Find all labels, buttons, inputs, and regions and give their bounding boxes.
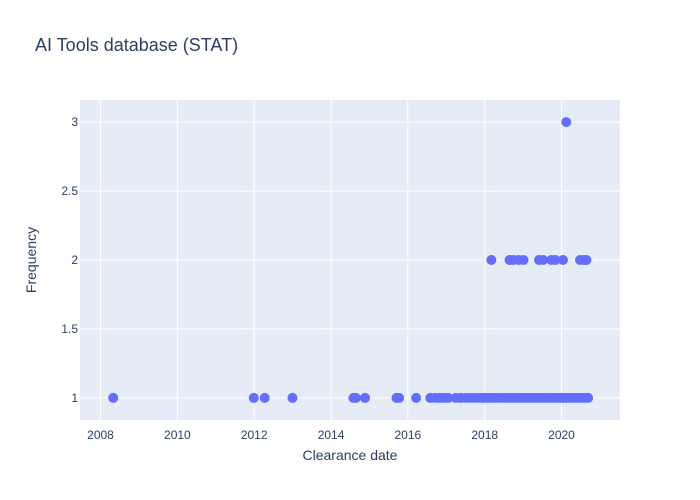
data-point[interactable] [557, 255, 568, 265]
x-tick-label: 2016 [394, 428, 421, 442]
data-point[interactable] [411, 392, 422, 403]
data-point[interactable] [259, 392, 270, 403]
x-tick-label: 2010 [164, 428, 191, 442]
y-axis-title: Frequency [23, 227, 39, 293]
x-tick-label: 2012 [241, 428, 268, 442]
y-tick-label: 3 [71, 115, 78, 129]
x-tick-label: 2014 [318, 428, 345, 442]
data-point[interactable] [443, 392, 454, 403]
data-point[interactable] [581, 255, 592, 265]
data-point[interactable] [394, 392, 405, 403]
chart-title: AI Tools database (STAT) [35, 35, 238, 55]
data-point[interactable] [561, 117, 572, 128]
y-tick-label: 2 [71, 253, 78, 267]
y-tick-label: 1 [71, 391, 78, 405]
data-point[interactable] [350, 392, 361, 403]
data-point[interactable] [538, 255, 549, 265]
x-tick-label: 2020 [548, 428, 575, 442]
y-tick-label: 1.5 [61, 322, 78, 336]
y-tick-label: 2.5 [61, 184, 78, 198]
x-tick-label: 2018 [471, 428, 498, 442]
data-point[interactable] [486, 255, 497, 265]
data-point[interactable] [108, 392, 119, 403]
x-tick-label: 2008 [87, 428, 114, 442]
data-point[interactable] [360, 392, 371, 403]
data-point[interactable] [583, 392, 594, 403]
data-point[interactable] [287, 392, 298, 403]
data-point[interactable] [550, 255, 561, 265]
data-point[interactable] [518, 255, 529, 265]
x-axis-title: Clearance date [303, 447, 398, 463]
tick-labels: 2008 2010 2012 2014 2016 2018 2020 1 1.5 2 2.5 3 [61, 115, 575, 442]
data-point[interactable] [248, 392, 259, 403]
data-points [108, 117, 594, 403]
